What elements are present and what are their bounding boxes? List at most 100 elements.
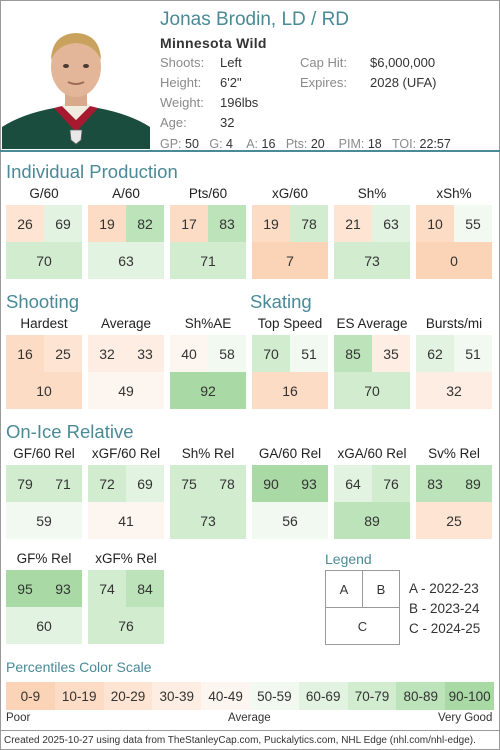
stat-xshpct-box: 10 55 0 xyxy=(416,205,492,279)
gp-value: 50 xyxy=(185,137,199,151)
weight-value: 196lbs xyxy=(220,95,259,110)
section-on-ice-relative: On-Ice Relative xyxy=(6,421,134,442)
stat-xgf-60-rel-box: 72 69 41 xyxy=(88,465,164,539)
stat-gfpct-rel-season-b: 93 xyxy=(44,570,82,607)
age-value: 32 xyxy=(220,115,235,130)
stat-average-box: 32 33 49 xyxy=(88,335,164,409)
stat-ga-60-rel-season-b: 93 xyxy=(290,465,328,502)
stat-g-60-box: 26 69 70 xyxy=(6,205,82,279)
header-divider xyxy=(0,150,500,152)
player-photo xyxy=(2,22,150,149)
stat-svpct-rel-season-a: 83 xyxy=(416,465,454,502)
stat-shpct-rel-season-b: 78 xyxy=(208,465,246,502)
stat-shpctae-season-c: 92 xyxy=(170,372,246,409)
scale-bin-0-9: 0-9 xyxy=(6,682,55,710)
stat-xg-60-box: 19 78 7 xyxy=(252,205,328,279)
stat-shpct-season-c: 73 xyxy=(334,242,410,279)
stat-bursts-mi-title: Bursts/mi xyxy=(425,316,483,331)
scale-bin-40-49: 40-49 xyxy=(201,682,250,710)
stat-xshpct-season-b: 55 xyxy=(454,205,492,242)
stat-xgf-60-rel-title: xGF/60 Rel xyxy=(91,446,161,461)
section-shooting: Shooting xyxy=(6,291,80,312)
scale-title: Percentiles Color Scale xyxy=(6,659,152,675)
stat-shpct-season-b: 63 xyxy=(372,205,410,242)
scale-label-poor: Poor xyxy=(6,712,31,724)
section-individual-production: Individual Production xyxy=(6,161,178,182)
assists-value: 16 xyxy=(261,137,276,151)
stat-top-speed-title: Top Speed xyxy=(257,316,323,331)
scale-bin-10-19: 10-19 xyxy=(54,682,104,710)
legend-box-c: C xyxy=(325,607,400,645)
stat-bursts-mi-box: 62 51 32 xyxy=(416,335,492,409)
weight-label: Weight: xyxy=(160,95,204,110)
stat-shpctae-box: 40 58 92 xyxy=(170,335,246,409)
stat-hardest-season-b: 25 xyxy=(44,335,82,372)
stat-gfpct-rel-season-c: 60 xyxy=(6,607,82,644)
height-value: 6'2" xyxy=(220,75,242,90)
stat-hardest-title: Hardest xyxy=(20,316,68,331)
scale-bin-60-69: 60-69 xyxy=(298,682,348,710)
stat-g-60-title: G/60 xyxy=(29,186,59,201)
legend-box-a: A xyxy=(325,570,363,608)
stat-xg-60-title: xG/60 xyxy=(271,186,309,201)
stat-xga-60-rel-title: xGA/60 Rel xyxy=(337,446,407,461)
stat-gfpct-rel-title: GF% Rel xyxy=(16,551,72,566)
scale-bin-20-29: 20-29 xyxy=(103,682,153,710)
player-team: Minnesota Wild xyxy=(160,35,267,51)
stat-a-60-title: A/60 xyxy=(112,186,140,201)
stat-gfpct-rel-season-a: 95 xyxy=(6,570,44,607)
legend-item-a: A - 2022-23 xyxy=(409,581,479,596)
stat-xg-60-season-b: 78 xyxy=(290,205,328,242)
stat-ga-60-rel-season-a: 90 xyxy=(252,465,290,502)
expires-label: Expires: xyxy=(300,75,347,90)
scale-label-very-good: Very Good xyxy=(438,712,493,724)
stat-es-average-season-c: 70 xyxy=(334,372,410,409)
stat-shpct-rel-season-c: 73 xyxy=(170,502,246,539)
height-label: Height: xyxy=(160,75,202,90)
stat-a-60-season-c: 63 xyxy=(88,242,164,279)
stat-xga-60-rel-box: 64 76 89 xyxy=(334,465,410,539)
stat-gf-60-rel-season-a: 79 xyxy=(6,465,44,502)
stat-xshpct-season-a: 10 xyxy=(416,205,454,242)
stat-ga-60-rel-season-c: 56 xyxy=(252,502,328,539)
cap-hit-value: $6,000,000 xyxy=(370,55,436,70)
stat-xgfpct-rel-season-b: 84 xyxy=(126,570,164,607)
stat-shpct-season-a: 21 xyxy=(334,205,372,242)
legend-title: Legend xyxy=(325,551,372,567)
scale-bin-80-89: 80-89 xyxy=(396,682,446,710)
stat-shpct-rel-box: 75 78 73 xyxy=(170,465,246,539)
stat-es-average-box: 85 35 70 xyxy=(334,335,410,409)
stat-pts-60-season-a: 17 xyxy=(170,205,208,242)
stat-gf-60-rel-title: GF/60 Rel xyxy=(13,446,75,461)
age-label: Age: xyxy=(160,115,187,130)
scale-label-average: Average xyxy=(228,712,271,724)
stat-gf-60-rel-box: 79 71 59 xyxy=(6,465,82,539)
stat-es-average-title: ES Average xyxy=(336,316,408,331)
stat-average-season-b: 33 xyxy=(126,335,164,372)
footer-divider xyxy=(0,730,500,731)
stat-gf-60-rel-season-b: 71 xyxy=(44,465,82,502)
stat-shpct-box: 21 63 73 xyxy=(334,205,410,279)
stat-xgfpct-rel-title: xGF% Rel xyxy=(95,551,157,566)
stat-svpct-rel-season-b: 89 xyxy=(454,465,492,502)
stat-xga-60-rel-season-a: 64 xyxy=(334,465,372,502)
stat-es-average-season-a: 85 xyxy=(334,335,372,372)
stat-svpct-rel-title: Sv% Rel xyxy=(428,446,480,461)
points-value: 20 xyxy=(310,137,325,151)
stat-shpctae-season-a: 40 xyxy=(170,335,208,372)
stat-top-speed-box: 70 51 16 xyxy=(252,335,328,409)
stat-hardest-box: 16 25 10 xyxy=(6,335,82,409)
stat-shpct-rel-season-a: 75 xyxy=(170,465,208,502)
stat-pts-60-season-b: 83 xyxy=(208,205,246,242)
stat-hardest-season-c: 10 xyxy=(6,372,82,409)
stat-xga-60-rel-season-b: 76 xyxy=(372,465,410,502)
section-skating: Skating xyxy=(250,291,312,312)
stat-xga-60-rel-season-c: 89 xyxy=(334,502,410,539)
stat-ga-60-rel-box: 90 93 56 xyxy=(252,465,328,539)
stat-xgf-60-rel-season-c: 41 xyxy=(88,502,164,539)
assists-label: A: xyxy=(246,137,259,151)
toi-label: TOI: xyxy=(391,137,417,151)
stat-svpct-rel-box: 83 89 25 xyxy=(416,465,492,539)
season-summary: GP: 50 G: 4 A: 16 Pts: 20 PIM: 18 TOI: 2… xyxy=(160,137,451,151)
stat-average-season-c: 49 xyxy=(88,372,164,409)
